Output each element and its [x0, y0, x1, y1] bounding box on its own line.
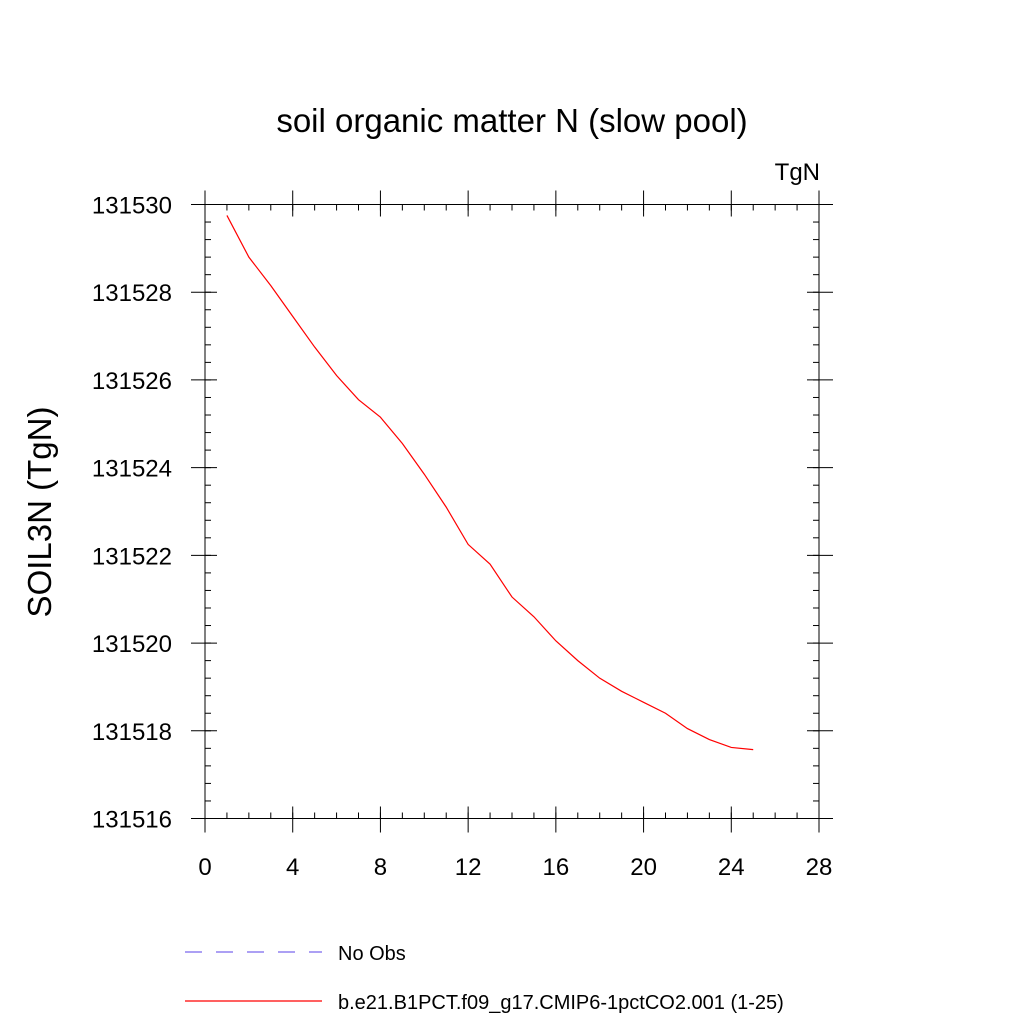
x-tick-label: 20 — [630, 854, 657, 881]
y-tick-label: 131522 — [92, 543, 172, 570]
x-tick-labels: 0 4 8 12 16 20 24 28 — [198, 854, 832, 881]
y-tick-labels: 131516 131518 131520 131522 131524 131526 1315… — [92, 193, 172, 834]
chart-title: soil organic matter N (slow pool) — [276, 102, 747, 139]
x-tick-label: 12 — [455, 854, 482, 881]
x-tick-label: 8 — [374, 854, 387, 881]
y-tick-label: 131520 — [92, 631, 172, 658]
y-axis-label: SOIL3N (TgN) — [21, 407, 58, 618]
legend-label: b.e21.B1PCT.f09_g17.CMIP6-1pctCO2.001 (1… — [338, 992, 784, 1014]
legend-label: No Obs — [338, 943, 406, 965]
y-tick-label: 131524 — [92, 456, 172, 483]
y-tick-label: 131518 — [92, 719, 172, 746]
y-tick-label: 131528 — [92, 280, 172, 307]
y-tick-label: 131530 — [92, 193, 172, 220]
x-tick-label: 0 — [198, 854, 211, 881]
units-label: TgN — [775, 159, 820, 186]
series-line — [226, 215, 754, 751]
major-ticks — [191, 190, 833, 833]
minor-ticks — [204, 204, 820, 819]
y-tick-label: 131516 — [92, 807, 172, 834]
legend: No Obs b.e21.B1PCT.f09_g17.CMIP6-1pctCO2.… — [185, 943, 784, 1014]
series-layer — [226, 215, 754, 751]
y-tick-label: 131526 — [92, 368, 172, 395]
x-tick-label: 24 — [718, 854, 745, 881]
plot-frame — [204, 204, 820, 819]
x-tick-label: 16 — [543, 854, 570, 881]
x-tick-label: 28 — [806, 854, 833, 881]
x-tick-label: 4 — [286, 854, 299, 881]
